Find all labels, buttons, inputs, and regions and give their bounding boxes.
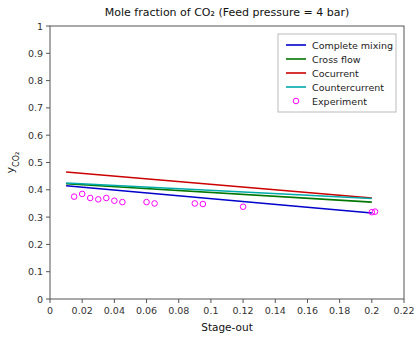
x-tick xyxy=(404,299,405,303)
y-tick xyxy=(46,107,50,108)
x-tick-label: 0.14 xyxy=(265,305,286,316)
legend-swatch xyxy=(293,98,299,104)
data-point xyxy=(372,209,378,215)
legend-label: Complete mixing xyxy=(312,40,393,51)
x-tick-label: 0.12 xyxy=(233,305,254,316)
x-tick xyxy=(178,299,179,303)
data-layer xyxy=(66,172,378,215)
y-tick-label: 0.3 xyxy=(28,212,43,223)
data-point xyxy=(104,195,110,201)
y-tick xyxy=(46,217,50,218)
x-tick xyxy=(114,299,115,303)
legend: Complete mixing Cross flow Cocurrent Counte… xyxy=(278,34,396,112)
data-point xyxy=(120,199,126,205)
data-point xyxy=(152,201,158,207)
legend-swatch xyxy=(286,58,306,60)
data-point xyxy=(95,197,101,203)
x-tick xyxy=(307,299,308,303)
data-point xyxy=(200,201,206,207)
y-tick-label: 0.7 xyxy=(28,102,43,113)
y-tick xyxy=(46,135,50,136)
y-tick-label: 0 xyxy=(37,294,43,305)
x-axis-label: Stage-out xyxy=(201,321,253,333)
y-tick-label: 0.9 xyxy=(28,48,43,59)
y-tick-label: 0.1 xyxy=(28,266,43,277)
y-tick xyxy=(46,80,50,81)
y-tick xyxy=(46,299,50,300)
y-tick xyxy=(46,271,50,272)
plot-frame xyxy=(50,26,404,299)
data-point xyxy=(71,194,77,200)
y-tick xyxy=(46,26,50,27)
y-tick xyxy=(46,189,50,190)
legend-label: Cross flow xyxy=(312,54,361,65)
x-tick-label: 0.08 xyxy=(168,305,189,316)
plot-background xyxy=(50,26,404,299)
x-tick xyxy=(50,299,51,303)
series-line xyxy=(66,172,372,198)
x-tick-label: 0.2 xyxy=(364,305,379,316)
x-tick xyxy=(210,299,211,303)
y-tick-label: 0.4 xyxy=(28,184,43,195)
x-tick-label: 0.18 xyxy=(329,305,350,316)
x-tick xyxy=(371,299,372,303)
x-tick xyxy=(339,299,340,303)
legend-swatch xyxy=(286,72,306,74)
data-point xyxy=(79,191,85,197)
title: Mole fraction of CO₂ (Feed pressure = 4 … xyxy=(105,6,349,19)
y-axis-label: yCO₂ xyxy=(4,152,21,173)
y-tick xyxy=(46,244,50,245)
data-point xyxy=(240,204,246,210)
y-tick-label: 0.2 xyxy=(28,239,43,250)
x-tick-label: 0.1 xyxy=(203,305,218,316)
y-tick-label: 1 xyxy=(37,21,43,32)
y-axis-label-sub: CO₂ xyxy=(12,152,21,167)
x-tick-label: 0.04 xyxy=(104,305,125,316)
legend-label: Cocurrent xyxy=(312,68,359,79)
x-tick-label: 0.02 xyxy=(72,305,93,316)
chart-container: 0 0.02 0.04 0.06 0.08 0.1 0.12 0.14 0.16 0.18 0.2 0… xyxy=(0,0,416,339)
legend-label: Countercurrent xyxy=(312,82,384,93)
series-line xyxy=(66,183,372,199)
x-tick-label: 0.06 xyxy=(136,305,157,316)
x-tick-label: 0.22 xyxy=(393,305,414,316)
y-tick-label: 0.5 xyxy=(28,157,43,168)
data-point xyxy=(112,198,118,204)
data-point xyxy=(192,201,198,207)
legend-label: Experiment xyxy=(312,96,367,107)
y-tick xyxy=(46,162,50,163)
x-tick xyxy=(146,299,147,303)
legend-swatch xyxy=(286,44,306,46)
data-point xyxy=(144,199,150,205)
legend-swatch xyxy=(286,86,306,88)
chart: 0 0.02 0.04 0.06 0.08 0.1 0.12 0.14 0.16 0.18 0.2 0… xyxy=(0,0,416,339)
x-tick-label: 0 xyxy=(47,305,53,316)
y-tick-label: 0.6 xyxy=(28,130,43,141)
legend-box xyxy=(278,34,396,112)
data-point xyxy=(87,195,93,201)
x-tick xyxy=(275,299,276,303)
y-tick-label: 0.8 xyxy=(28,75,43,86)
x-tick xyxy=(82,299,83,303)
y-tick xyxy=(46,53,50,54)
x-tick-label: 0.16 xyxy=(297,305,318,316)
x-tick xyxy=(243,299,244,303)
